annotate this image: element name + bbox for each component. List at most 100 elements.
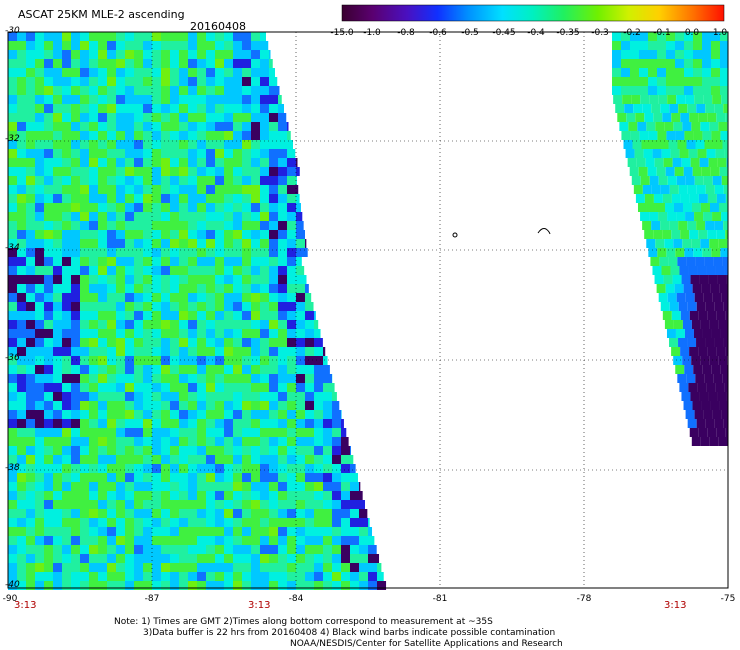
swath-cell	[44, 50, 53, 59]
swath-cell	[143, 581, 152, 590]
swath-cell	[332, 464, 341, 473]
swath-cell	[260, 113, 269, 122]
swath-cell	[670, 149, 680, 158]
swath-cell	[206, 581, 215, 590]
note-line-2: 3)Data buffer is 22 hrs from 20160408 4)…	[143, 628, 556, 638]
swath-cell	[188, 419, 197, 428]
swath-cell	[215, 32, 224, 41]
swath-cell	[242, 572, 251, 581]
swath-cell	[640, 95, 650, 104]
swath-cell	[107, 572, 116, 581]
swath-cell	[98, 311, 107, 320]
swath-cell	[161, 185, 170, 194]
swath-cell	[143, 572, 152, 581]
swath-cell	[215, 500, 224, 509]
swath-cell	[251, 284, 260, 293]
swath-cell	[170, 320, 179, 329]
swath-cell	[161, 347, 170, 356]
swath-cell	[260, 383, 269, 392]
swath-cell	[684, 329, 694, 338]
swath-cell	[35, 329, 44, 338]
swath-cell	[188, 68, 197, 77]
swath-cell	[233, 347, 242, 356]
island-robinson-crusoe	[537, 228, 551, 235]
swath-cell	[260, 392, 269, 401]
swath-cell	[8, 419, 17, 428]
swath-cell	[71, 185, 80, 194]
swath-cell	[197, 86, 206, 95]
swath-cell	[260, 536, 269, 545]
swath-cell	[161, 581, 170, 590]
swath-cell	[143, 545, 152, 554]
swath-cell	[8, 428, 17, 437]
swath-cell	[53, 320, 62, 329]
swath-cell	[89, 401, 98, 410]
swath-cell	[116, 41, 125, 50]
swath-cell	[125, 329, 134, 338]
swath-cell	[278, 194, 287, 203]
swath-cell	[53, 257, 62, 266]
swath-cell	[296, 410, 305, 419]
swath-cell	[683, 284, 693, 293]
swath-cell	[707, 113, 717, 122]
swath-cell	[684, 32, 693, 41]
swath-cell	[89, 329, 98, 338]
swath-cell	[694, 293, 704, 302]
swath-cell	[678, 338, 688, 347]
swath-cell	[269, 203, 278, 212]
swath-cell	[188, 158, 197, 167]
swath-cell	[143, 185, 152, 194]
swath-cell	[89, 572, 98, 581]
swath-cell	[296, 545, 305, 554]
swath-cell	[666, 50, 675, 59]
swath-cell	[251, 86, 260, 95]
swath-cell	[655, 122, 665, 131]
swath-cell	[98, 419, 107, 428]
swath-cell	[332, 572, 341, 581]
swath-cell	[134, 275, 143, 284]
swath-cell	[206, 320, 215, 329]
swath-cell	[676, 212, 686, 221]
swath-cell	[269, 365, 278, 374]
swath-cell	[287, 248, 296, 257]
swath-cell	[98, 86, 107, 95]
swath-cell	[377, 572, 384, 581]
swath-cell	[296, 437, 305, 446]
swath-cell	[269, 401, 278, 410]
swath-cell	[8, 77, 17, 86]
swath-cell	[107, 293, 116, 302]
swath-cell	[35, 419, 44, 428]
swath-cell	[188, 212, 197, 221]
swath-cell	[26, 401, 35, 410]
swath-cell	[98, 482, 107, 491]
swath-cell	[17, 374, 26, 383]
swath-cell	[152, 419, 161, 428]
swath-cell	[62, 383, 71, 392]
swath-cell	[152, 365, 161, 374]
swath-cell	[44, 104, 53, 113]
swath-cell	[359, 509, 368, 518]
swath-cell	[242, 167, 251, 176]
swath-cell	[287, 149, 296, 158]
swath-cell	[251, 455, 260, 464]
swath-cell	[224, 320, 233, 329]
swath-cell	[197, 50, 206, 59]
swath-cell	[134, 536, 143, 545]
swath-cell	[673, 356, 683, 365]
swath-cell	[134, 383, 143, 392]
swath-cell	[17, 104, 26, 113]
swath-cell	[71, 239, 80, 248]
swath-cell	[660, 185, 670, 194]
swath-cell	[710, 284, 720, 293]
swath-cell	[705, 338, 715, 347]
swath-cell	[269, 536, 278, 545]
swath-cell	[269, 392, 278, 401]
swath-cell	[643, 149, 653, 158]
swath-cell	[242, 140, 251, 149]
swath-cell	[664, 320, 674, 329]
swath-cell	[161, 221, 170, 230]
swath-cell	[179, 266, 188, 275]
swath-cell	[708, 275, 718, 284]
swath-cell	[278, 212, 287, 221]
swath-cell	[251, 266, 260, 275]
